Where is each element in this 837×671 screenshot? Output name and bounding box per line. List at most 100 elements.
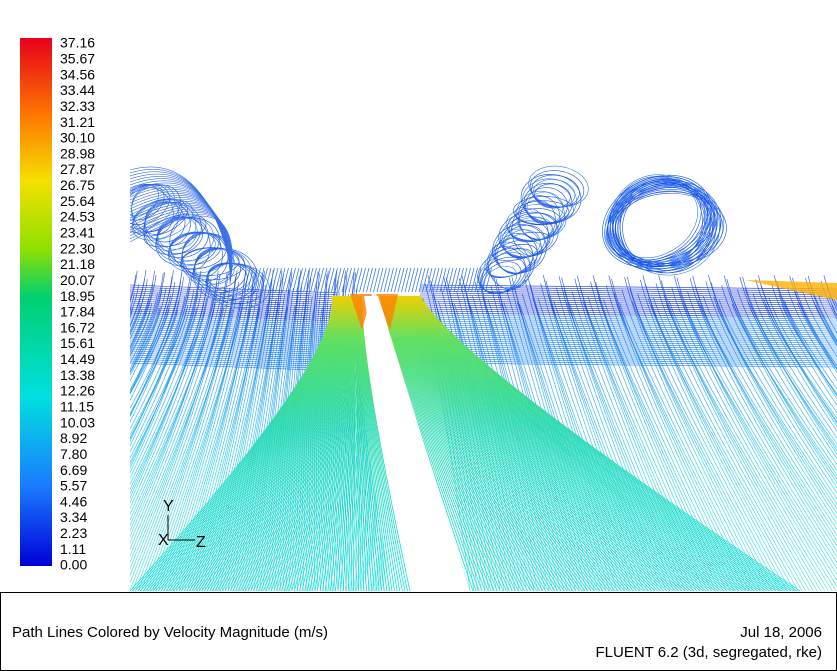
colorbar-label: 18.95 <box>60 288 95 304</box>
path-line <box>416 268 422 292</box>
path-line <box>420 315 837 319</box>
colorbar-label: 28.98 <box>60 145 95 161</box>
colorbar-label: 25.64 <box>60 193 95 209</box>
path-line <box>420 313 837 317</box>
colorbar-label: 16.72 <box>60 319 95 335</box>
path-lines <box>0 158 837 591</box>
screen: 37.1635.6734.5633.4432.3331.2130.1028.98… <box>0 0 837 671</box>
colorbar-label: 8.92 <box>60 430 87 446</box>
path-line <box>318 268 324 292</box>
colorbar-label: 37.16 <box>60 35 95 51</box>
triad-label: Z <box>196 534 206 551</box>
colorbar-label: 5.57 <box>60 478 87 494</box>
path-line <box>420 305 837 309</box>
path-line <box>325 268 331 292</box>
path-line <box>420 299 837 303</box>
path-line <box>283 268 289 292</box>
colorbar-label: 14.49 <box>60 351 95 367</box>
colorbar-label: 35.67 <box>60 51 95 67</box>
path-line <box>342 268 348 292</box>
path-line <box>447 268 453 292</box>
colorbar-label: 22.30 <box>60 240 95 256</box>
path-line <box>816 305 837 591</box>
path-line <box>433 268 439 292</box>
path-line <box>377 268 383 292</box>
caption-date: Jul 18, 2006 <box>740 624 822 641</box>
colorbar-label: 32.33 <box>60 98 95 114</box>
path-line <box>664 295 821 591</box>
path-line <box>130 305 340 313</box>
colorbar-label: 30.10 <box>60 130 95 146</box>
colorbar-label: 11.15 <box>60 399 94 415</box>
triad-label: Y <box>163 498 174 515</box>
colorbar-label: 7.80 <box>60 446 87 462</box>
path-line <box>130 309 340 317</box>
path-line <box>420 303 837 307</box>
path-line <box>384 268 390 292</box>
colorbar-label: 4.46 <box>60 493 87 509</box>
path-line <box>328 268 334 292</box>
colorbar-label: 13.38 <box>60 367 95 383</box>
path-line <box>356 268 362 292</box>
colorbar-label: 31.21 <box>60 114 95 130</box>
colorbar-label: 3.34 <box>60 509 87 525</box>
colorbar-label: 2.23 <box>60 525 87 541</box>
caption-solver: FLUENT 6.2 (3d, segregated, rke) <box>596 644 823 661</box>
path-line <box>388 268 394 292</box>
path-line <box>440 268 446 292</box>
path-line <box>468 268 474 292</box>
colorbar-label: 10.03 <box>60 414 95 430</box>
colorbar-label: 12.26 <box>60 383 95 399</box>
colorbar-label: 6.69 <box>60 462 87 478</box>
path-line <box>832 305 837 591</box>
path-line <box>420 295 837 299</box>
path-line <box>130 307 340 315</box>
path-line <box>458 268 464 292</box>
colorbar-label: 21.18 <box>60 256 95 272</box>
path-line <box>360 268 366 292</box>
path-line <box>465 268 471 292</box>
path-line <box>370 268 376 292</box>
path-line <box>766 305 837 591</box>
vortex-loop <box>526 162 592 211</box>
path-line <box>419 268 425 292</box>
colorbar-label: 15.61 <box>60 335 95 351</box>
path-line <box>130 355 340 363</box>
path-line <box>311 268 317 292</box>
path-line <box>423 268 429 292</box>
path-line <box>307 268 313 292</box>
path-line <box>451 268 457 292</box>
colorbar <box>20 38 52 566</box>
colorbar-label: 23.41 <box>60 225 95 241</box>
path-line <box>420 341 837 345</box>
path-line <box>405 268 411 292</box>
path-line <box>420 301 837 305</box>
path-line <box>367 268 373 292</box>
colorbar-label: 33.44 <box>60 82 95 98</box>
path-line <box>290 268 296 292</box>
path-line <box>437 268 443 292</box>
path-line <box>729 293 837 591</box>
caption-title: Path Lines Colored by Velocity Magnitude… <box>12 624 328 641</box>
path-line <box>265 268 271 292</box>
colorbar-label: 17.84 <box>60 304 95 320</box>
triad-label: X <box>158 532 169 549</box>
path-line <box>398 268 404 292</box>
colorbar-label: 1.11 <box>60 541 86 557</box>
path-line <box>391 268 397 292</box>
colorbar-label: 34.56 <box>60 66 95 82</box>
colorbar-label: 20.07 <box>60 272 95 288</box>
path-line <box>412 268 418 292</box>
path-line <box>363 268 369 292</box>
colorbar-labels: 37.1635.6734.5633.4432.3331.2130.1028.98… <box>60 35 95 573</box>
path-line <box>395 268 401 292</box>
path-line <box>454 268 460 292</box>
path-line <box>409 268 415 292</box>
path-line <box>420 297 837 301</box>
path-line <box>374 268 380 292</box>
path-line <box>381 268 387 292</box>
colorbar-label: 26.75 <box>60 177 95 193</box>
colorbar-label: 0.00 <box>60 557 87 573</box>
path-line <box>402 268 408 292</box>
colorbar-label: 24.53 <box>60 209 95 225</box>
